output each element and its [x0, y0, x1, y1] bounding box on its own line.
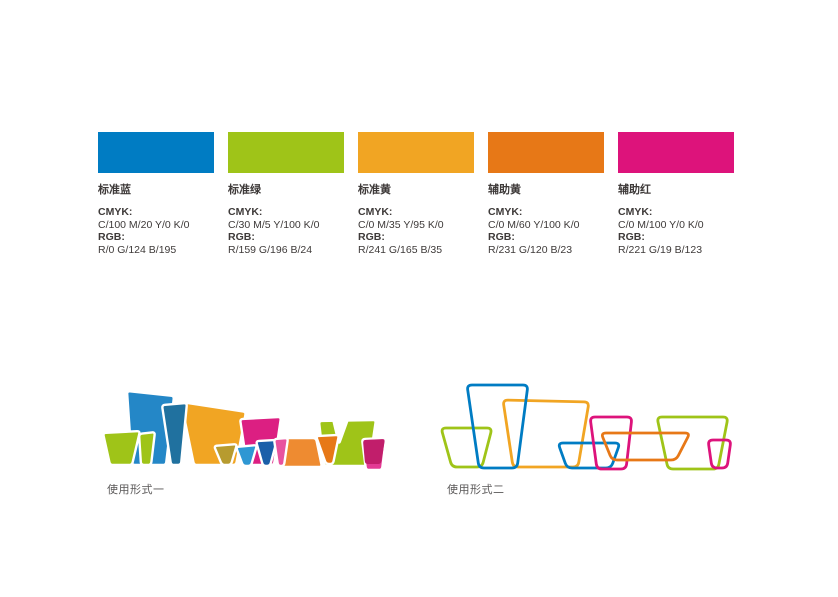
outline-magenta [589, 415, 633, 471]
rgb-value: R/0 G/124 B/195 [98, 243, 177, 256]
usage-form-1-label: 使用形式一 [107, 484, 165, 496]
cmyk-value: C/100 M/20 Y/0 K/0 [98, 218, 190, 231]
logo-usage-form-2-outline [440, 383, 732, 471]
color-palette-row: 标准蓝 CMYK: C/100 M/20 Y/0 K/0 RGB: R/0 G/… [98, 132, 734, 256]
rgb-value: R/231 G/120 B/23 [488, 243, 573, 256]
wedge-darkorange [315, 433, 340, 466]
outline-orange-large [502, 398, 590, 469]
wedge-olive [213, 443, 238, 467]
usage-form-2-label: 使用形式二 [447, 484, 505, 496]
cmyk-value: C/30 M/5 Y/100 K/0 [228, 218, 320, 231]
cmyk-value: C/0 M/100 Y/0 K/0 [618, 218, 704, 231]
trapezoid-green-left [102, 429, 141, 467]
cmyk-label: CMYK: [488, 206, 523, 218]
cup-pink-right-shade [363, 439, 385, 464]
color-card-standard-yellow: 标准黄 CMYK: C/0 M/35 Y/95 K/0 RGB: R/241 G… [358, 132, 474, 256]
outline-blue-small [557, 441, 621, 470]
cmyk-label: CMYK: [98, 206, 133, 218]
color-card-standard-blue: 标准蓝 CMYK: C/100 M/20 Y/0 K/0 RGB: R/0 G/… [98, 132, 214, 256]
rgb-value: R/159 G/196 B/24 [228, 243, 313, 256]
rgb-label: RGB: [98, 231, 125, 243]
outline-blue-tall [466, 383, 529, 470]
outline-green-right [656, 415, 729, 471]
logo-usage-form-1-filled [102, 390, 387, 472]
color-swatch [358, 132, 474, 173]
color-card-aux-red: 辅助红 CMYK: C/0 M/100 Y/0 K/0 RGB: R/221 G… [618, 132, 734, 256]
cmyk-value: C/0 M/60 Y/100 K/0 [488, 218, 580, 231]
rgb-value: R/221 G/19 B/123 [618, 243, 703, 256]
trapezoid-orange-large [180, 401, 247, 467]
rgb-label: RGB: [618, 231, 645, 243]
color-name: 辅助黄 [488, 184, 521, 196]
outline-pink-small [707, 438, 732, 470]
rgb-label: RGB: [228, 231, 255, 243]
color-specs: CMYK: C/100 M/20 Y/0 K/0 RGB: R/0 G/124 … [98, 206, 214, 256]
color-swatch [488, 132, 604, 173]
outline-green-left [440, 426, 493, 469]
cmyk-label: CMYK: [618, 206, 653, 218]
wedge-lightblue [235, 444, 258, 468]
rgb-value: R/241 G/165 B/35 [358, 243, 443, 256]
color-swatch [618, 132, 734, 173]
wedge-navy [255, 438, 278, 468]
color-specs: CMYK: C/30 M/5 Y/100 K/0 RGB: R/159 G/19… [228, 206, 344, 256]
color-name: 标准蓝 [98, 184, 131, 196]
color-name: 标准黄 [358, 184, 391, 196]
color-swatch [228, 132, 344, 173]
color-name: 辅助红 [618, 184, 651, 196]
color-swatch [98, 132, 214, 173]
cmyk-label: CMYK: [358, 206, 393, 218]
notch-white [332, 417, 349, 444]
sliver-green [137, 431, 156, 467]
wedge-darkblue [161, 401, 188, 467]
color-specs: CMYK: C/0 M/60 Y/100 K/0 RGB: R/231 G/12… [488, 206, 604, 256]
outline-darkorange-wide [600, 431, 690, 462]
cmyk-label: CMYK: [228, 206, 263, 218]
wedge-pink [273, 436, 289, 468]
color-card-aux-yellow: 辅助黄 CMYK: C/0 M/60 Y/100 K/0 RGB: R/231 … [488, 132, 604, 256]
color-card-standard-green: 标准绿 CMYK: C/30 M/5 Y/100 K/0 RGB: R/159 … [228, 132, 344, 256]
color-name: 标准绿 [228, 184, 261, 196]
color-specs: CMYK: C/0 M/100 Y/0 K/0 RGB: R/221 G/19 … [618, 206, 734, 256]
rgb-label: RGB: [488, 231, 515, 243]
color-specs: CMYK: C/0 M/35 Y/95 K/0 RGB: R/241 G/165… [358, 206, 474, 256]
cmyk-value: C/0 M/35 Y/95 K/0 [358, 218, 444, 231]
rgb-label: RGB: [358, 231, 385, 243]
